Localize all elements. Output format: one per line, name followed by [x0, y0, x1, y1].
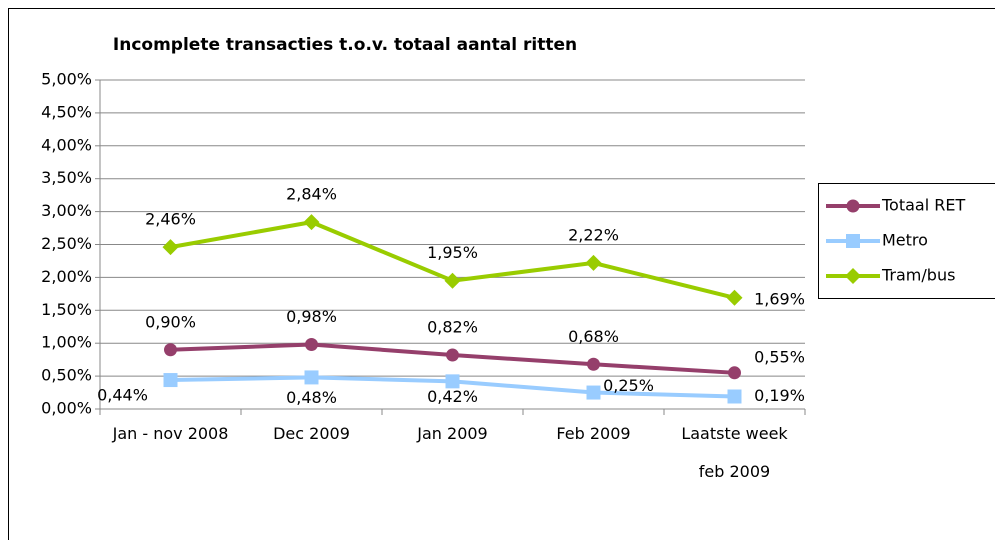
- data-label: 0,68%: [568, 327, 619, 346]
- data-point: [585, 254, 602, 271]
- data-label: 0,98%: [286, 307, 337, 326]
- data-label: 0,19%: [754, 386, 805, 405]
- legend-marker: [846, 234, 860, 248]
- data-point: [163, 373, 178, 388]
- x-tick-label: Jan 2009: [417, 424, 488, 443]
- chart-border: [8, 8, 995, 540]
- y-tick-label: 3,00%: [41, 201, 92, 220]
- legend-label: Tram/bus: [881, 266, 955, 285]
- y-tick-label: 1,00%: [41, 333, 92, 352]
- data-label: 0,42%: [427, 387, 478, 406]
- legend-label: Totaal RET: [881, 196, 965, 215]
- data-label: 0,82%: [427, 318, 478, 337]
- data-label: 0,25%: [603, 376, 654, 395]
- legend-marker: [845, 268, 861, 284]
- y-tick-label: 3,50%: [41, 168, 92, 187]
- data-label: 0,48%: [286, 388, 337, 407]
- y-tick-label: 4,50%: [41, 102, 92, 121]
- y-tick-label: 2,00%: [41, 267, 92, 286]
- data-point: [444, 272, 461, 289]
- legend-marker: [846, 199, 860, 213]
- y-tick-label: 1,50%: [41, 300, 92, 319]
- data-point: [446, 348, 459, 362]
- data-point: [305, 338, 318, 352]
- x-tick-label: Dec 2009: [273, 424, 350, 443]
- data-point: [164, 343, 177, 357]
- y-tick-label: 5,00%: [41, 70, 92, 89]
- data-label: 0,90%: [145, 312, 196, 331]
- data-point: [304, 370, 319, 385]
- data-point: [586, 385, 601, 400]
- data-point: [587, 357, 600, 371]
- legend-label: Metro: [882, 231, 928, 250]
- y-tick-label: 0,00%: [41, 399, 92, 418]
- data-point: [162, 239, 179, 256]
- data-label: 0,55%: [754, 347, 805, 366]
- y-tick-label: 0,50%: [41, 366, 92, 385]
- y-tick-label: 4,00%: [41, 135, 92, 154]
- x-tick-label: Jan - nov 2008: [112, 424, 229, 443]
- data-label: 2,22%: [568, 225, 619, 244]
- data-point: [727, 389, 742, 404]
- data-point: [303, 214, 320, 231]
- data-label: 1,95%: [427, 243, 478, 262]
- data-label: 2,46%: [145, 210, 196, 229]
- data-point: [728, 366, 741, 380]
- data-point: [726, 289, 743, 306]
- y-tick-label: 2,50%: [41, 234, 92, 253]
- x-tick-label: Feb 2009: [556, 424, 631, 443]
- data-point: [445, 374, 460, 389]
- chart-title: Incomplete transacties t.o.v. totaal aan…: [113, 35, 577, 55]
- data-label: 1,69%: [754, 289, 805, 308]
- data-label: 0,44%: [97, 386, 148, 405]
- x-tick-label: Laatste week feb 2009: [681, 424, 788, 481]
- data-label: 2,84%: [286, 185, 337, 204]
